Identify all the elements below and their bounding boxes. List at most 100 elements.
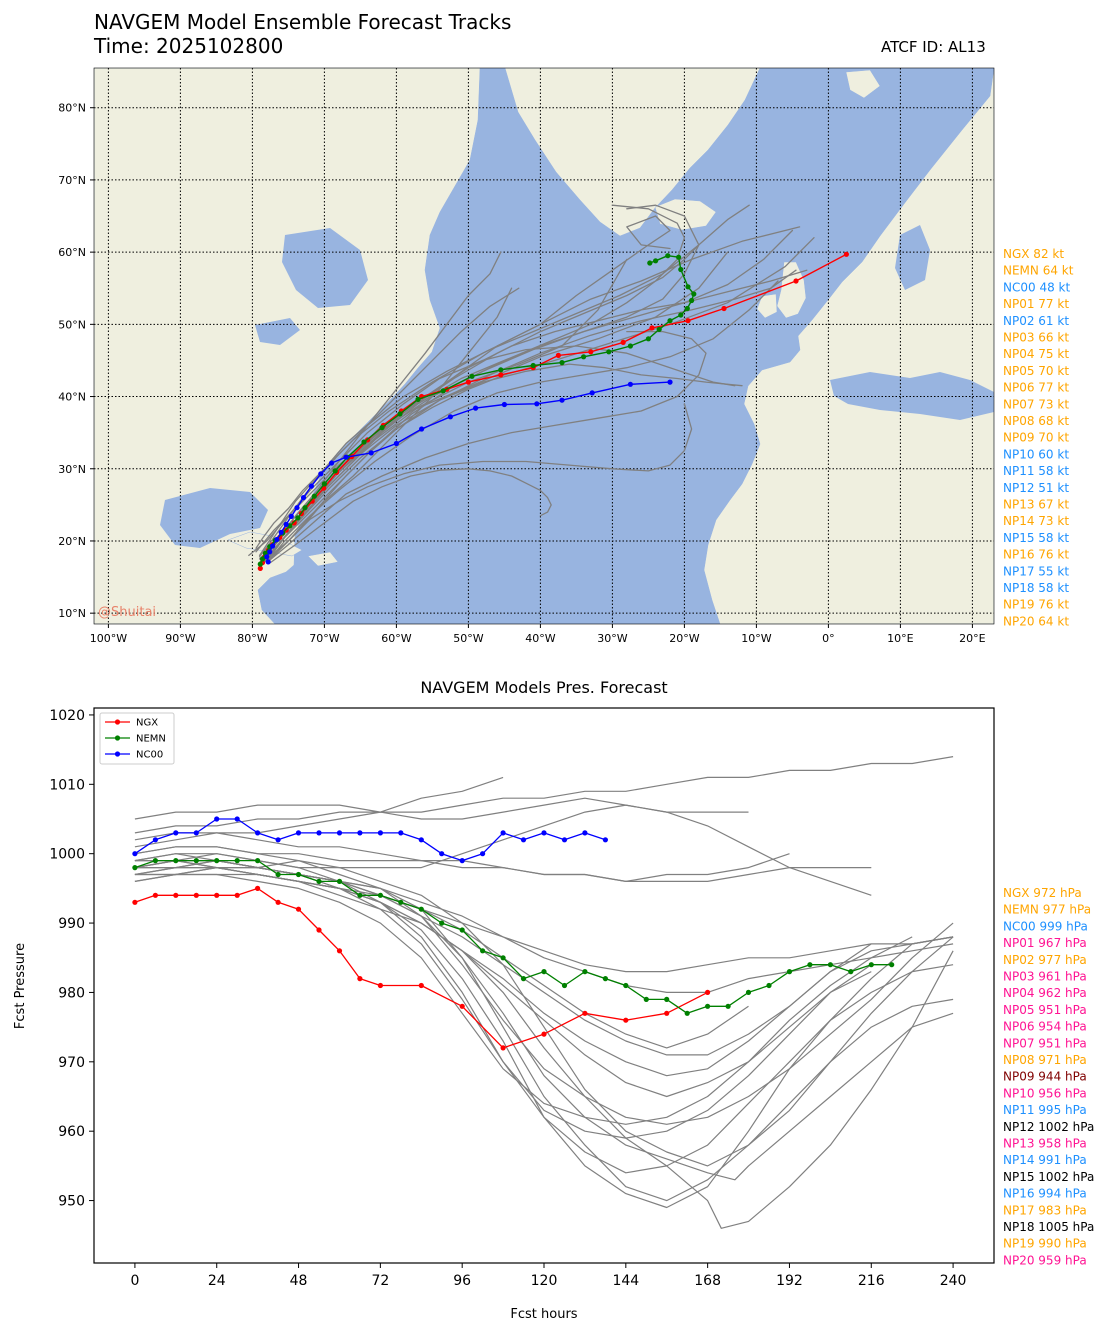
pressure-point-nc00 <box>480 851 486 857</box>
track-legend-entry: NP03 66 kt <box>1003 331 1069 345</box>
pressure-point-nemn <box>582 969 588 975</box>
map-tick-label-lon: 20°W <box>669 632 699 645</box>
map-tick-label-lon: 10°E <box>887 632 913 645</box>
pressure-line-member <box>134 866 954 973</box>
pressure-point-nc00 <box>602 837 609 843</box>
track-line-member <box>266 280 779 564</box>
pressure-line-member <box>134 853 954 1167</box>
pressure-point-nemn <box>336 878 343 885</box>
pressure-point-nemn <box>193 858 199 864</box>
map-tick-label-lon: 10°W <box>741 632 771 645</box>
pressure-legend-entry: NP03 961 hPa <box>1003 970 1087 984</box>
pressure-point-ngx <box>193 892 199 898</box>
pressure-legend-marker <box>114 735 121 741</box>
pressure-point-nc00 <box>193 830 199 836</box>
track-point-nc00 <box>667 379 673 385</box>
track-legend-entry: NP01 77 kt <box>1003 297 1069 311</box>
track-map: 100°W 90°W 80°W 70°W 60°W 50°W 40°W 30°W 20°W 10°… <box>58 67 995 645</box>
pressure-point-nemn <box>234 858 240 864</box>
track-point-ngx <box>685 318 691 324</box>
track-point-nc00 <box>559 397 565 403</box>
pressure-ytick-label: 960 <box>58 1124 85 1140</box>
track-point-nemn <box>415 396 421 402</box>
land-greenland <box>504 68 761 237</box>
track-point-nemn <box>647 260 653 266</box>
pressure-legend-entry: NP04 962 hPa <box>1003 986 1087 1000</box>
track-point-nemn <box>469 373 475 379</box>
track-point-nemn <box>581 354 587 360</box>
track-point-nemn <box>653 258 659 264</box>
pressure-point-nemn <box>725 1003 731 1009</box>
pressure-xtick-label: 216 <box>858 1273 885 1289</box>
pressure-point-ngx <box>173 892 179 898</box>
pressure-point-ngx <box>459 1003 465 1009</box>
track-point-nc00 <box>300 495 307 501</box>
pressure-point-nemn <box>152 858 158 864</box>
track-point-ngx <box>498 372 504 378</box>
pressure-legend-entry: NP05 951 hPa <box>1003 1003 1087 1017</box>
track-legend-entry: NP17 55 kt <box>1003 564 1069 578</box>
pressure-legend-marker <box>114 719 121 725</box>
track-point-nemn <box>656 326 662 332</box>
track-point-ngx <box>257 565 263 572</box>
track-point-nemn <box>685 284 691 290</box>
pressure-point-nemn <box>520 976 527 982</box>
track-point-nemn <box>259 556 266 562</box>
map-tick-label-lon: 70°W <box>309 632 339 645</box>
map-tick-label-lon: 90°W <box>165 632 195 645</box>
map-tick-label-lon: 50°W <box>453 632 483 645</box>
pressure-point-nemn <box>439 920 445 926</box>
watermark: @Shuitai <box>98 605 156 620</box>
pressure-legend-entry: NP18 1005 hPa <box>1003 1220 1094 1234</box>
track-point-nc00 <box>278 529 284 535</box>
pressure-point-nc00 <box>500 830 506 836</box>
pressure-point-nemn <box>664 996 670 1003</box>
pressure-line-member <box>134 776 504 848</box>
pressure-point-nemn <box>827 962 834 968</box>
pressure-series-legend: NGX NEMN NC00 <box>99 712 175 765</box>
track-point-nc00 <box>267 549 273 555</box>
pressure-point-nc00 <box>234 816 240 822</box>
pressure-point-nemn <box>889 962 895 968</box>
pressure-legend-entry: NP19 990 hPa <box>1003 1237 1087 1251</box>
pressure-legend-entry: NP10 956 hPa <box>1003 1086 1087 1100</box>
map-tick-label-lon: 40°W <box>525 632 555 645</box>
pressure-legend-entry: NP17 983 hPa <box>1003 1203 1087 1217</box>
pressure-point-ngx <box>541 1031 547 1037</box>
pressure-legend-entry: NP15 1002 hPa <box>1003 1170 1094 1184</box>
pressure-ytick-label: 1010 <box>49 777 85 793</box>
pressure-point-nemn <box>459 927 465 933</box>
track-point-nemn <box>684 305 690 312</box>
pressure-point-nemn <box>766 982 772 989</box>
pressure-xtick-label: 0 <box>130 1273 139 1289</box>
map-tracks <box>248 204 850 572</box>
pressure-point-nemn <box>705 1003 711 1009</box>
track-point-nc00 <box>501 401 507 408</box>
pressure-legend-label: NC00 <box>136 750 163 761</box>
track-point-nemn <box>645 336 652 342</box>
pressure-point-nc00 <box>295 830 302 836</box>
pressure-point-ngx <box>357 976 363 982</box>
map-tick-label-lat: 30°N <box>58 463 86 476</box>
pressure-point-nc00 <box>561 837 568 843</box>
track-point-ngx <box>555 352 562 358</box>
pressure-legend-entry: NC00 999 hPa <box>1003 919 1088 933</box>
pressure-point-ngx <box>418 982 424 989</box>
pressure-legend-entry: NP20 959 hPa <box>1003 1253 1087 1267</box>
track-legend-entry: NGX 82 kt <box>1003 247 1064 261</box>
map-time: Time: 2025102800 <box>94 34 284 58</box>
track-point-nemn <box>689 297 695 304</box>
track-point-nemn <box>379 425 385 431</box>
track-point-nemn <box>440 388 446 394</box>
pressure-legend-entry: NGX 972 hPa <box>1003 886 1082 900</box>
pressure-point-nemn <box>480 948 486 954</box>
pressure-point-ngx <box>316 927 322 933</box>
map-tick-label-lon: 80°W <box>237 632 267 645</box>
track-point-nemn <box>295 515 301 521</box>
pressure-legend-box <box>99 712 175 765</box>
track-point-nemn <box>559 360 565 366</box>
pressure-legend-entry: NP08 971 hPa <box>1003 1053 1087 1067</box>
track-point-nc00 <box>343 454 349 460</box>
pressure-line-member <box>134 859 749 1049</box>
track-point-ngx <box>620 339 626 345</box>
